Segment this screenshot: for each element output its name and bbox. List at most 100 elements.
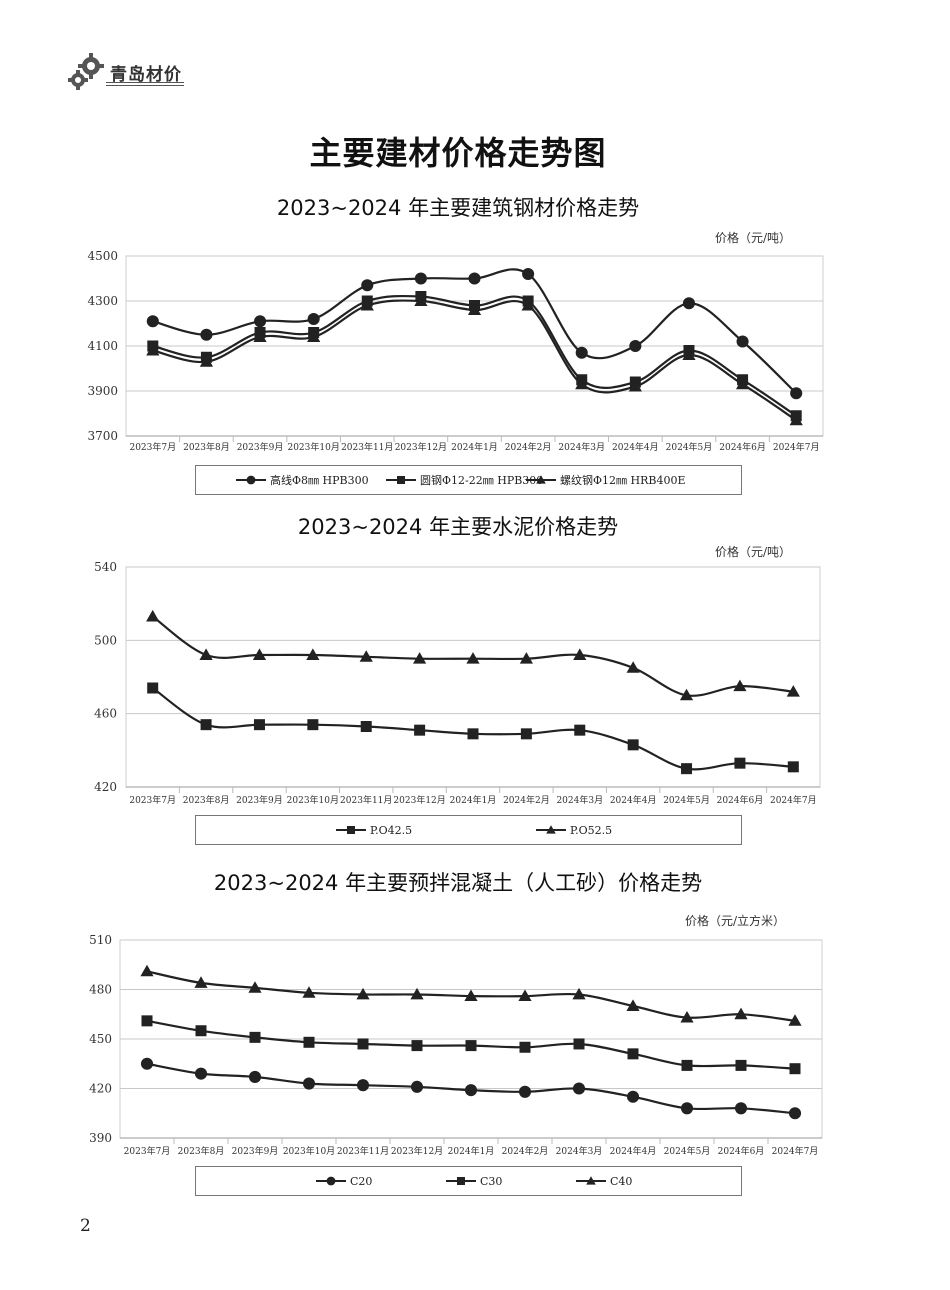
data-point: [573, 1038, 585, 1050]
data-point: [519, 1041, 531, 1053]
data-point: [357, 1038, 369, 1050]
y-tick-label: 460: [94, 707, 117, 721]
header-rule: [106, 85, 184, 86]
data-point: [200, 328, 213, 341]
x-tick-label: 2023年9月: [232, 1145, 279, 1157]
data-point: [199, 355, 214, 367]
y-tick-label: 3900: [87, 384, 118, 398]
series-line-螺纹钢Φ12㎜ HRB400E: [152, 299, 797, 422]
data-point: [735, 377, 750, 390]
x-tick-label: 2024年7月: [773, 441, 820, 453]
y-tick-label: 540: [94, 560, 117, 574]
legend-label: P.O42.5: [370, 824, 412, 837]
data-point: [252, 648, 267, 660]
chart-legend-steel: 高线Φ8㎜ HPB300 圆钢Φ12-22㎜ HPB300 螺纹钢Φ12㎜ HRB4…: [195, 465, 742, 495]
y-tick-label: 4300: [87, 294, 118, 308]
data-point: [680, 1010, 694, 1023]
legend-marker: [326, 1176, 336, 1186]
x-tick-label: 2024年4月: [612, 441, 659, 453]
data-point: [682, 348, 696, 360]
legend-marker: [536, 475, 546, 484]
x-tick-label: 2024年4月: [610, 1145, 657, 1157]
data-point: [679, 688, 694, 701]
legend-label: 螺纹钢Φ12㎜ HRB400E: [560, 473, 686, 487]
x-tick-label: 2023年9月: [236, 794, 283, 806]
data-point: [788, 1014, 802, 1026]
data-point: [414, 294, 428, 306]
data-point: [575, 377, 589, 390]
data-point: [734, 1007, 748, 1020]
x-tick-label: 2024年1月: [448, 1145, 495, 1157]
data-point: [572, 1082, 586, 1095]
data-point: [466, 652, 480, 664]
header: 青岛材价: [66, 52, 186, 92]
data-point: [307, 719, 319, 731]
y-tick-label: 450: [89, 1032, 112, 1046]
x-tick-label: 2023年8月: [178, 1145, 225, 1157]
chart-title-concrete: 2023~2024 年主要预拌混凝土（人工砂）价格走势: [213, 871, 703, 895]
header-rule: [106, 82, 184, 83]
chart-steel: 3700 3900 4100 4300 4500 2023年7月 2023年8月 2023年9…: [87, 249, 824, 453]
data-point: [360, 298, 374, 311]
data-point: [733, 679, 747, 692]
legend-label: 圆钢Φ12-22㎜ HPB300: [420, 474, 543, 487]
legend-label: C20: [350, 1175, 372, 1188]
data-point: [518, 1085, 532, 1098]
x-tick-label: 2023年7月: [124, 1145, 171, 1157]
x-tick-label: 2024年2月: [503, 794, 550, 806]
data-point: [789, 413, 803, 426]
x-tick-label: 2023年10月: [287, 441, 339, 453]
x-tick-label: 2023年10月: [283, 1145, 335, 1157]
chart-unit-concrete: 价格（元/立方米）: [685, 914, 786, 928]
data-point: [465, 1040, 477, 1052]
plot-area: [125, 566, 821, 788]
data-point: [194, 976, 208, 988]
x-tick-label: 2023年8月: [183, 441, 230, 453]
chart-title-cement: 2023~2024 年主要水泥价格走势: [297, 515, 619, 539]
data-point: [253, 330, 267, 342]
data-point: [467, 303, 482, 315]
gear-icon: [68, 53, 104, 90]
data-point: [626, 661, 640, 673]
data-point: [681, 763, 693, 775]
legend-label: C40: [610, 1175, 632, 1188]
page-title: 主要建材价格走势图: [309, 134, 607, 172]
data-point: [788, 1107, 802, 1120]
y-tick-label: 390: [89, 1131, 112, 1145]
data-point: [253, 719, 265, 731]
data-point: [519, 652, 533, 664]
x-tick-label: 2023年12月: [393, 794, 445, 806]
data-point: [140, 964, 154, 977]
data-point: [627, 739, 639, 751]
legend-marker: [397, 476, 405, 484]
chart-concrete: 390 420 450 480 510 2023年7月 2023年8月 2023年9月 2023…: [89, 933, 823, 1157]
x-tick-label: 2024年5月: [666, 441, 713, 453]
x-tick-label: 2023年7月: [129, 794, 176, 806]
x-tick-label: 2023年11月: [341, 441, 393, 453]
data-point: [468, 272, 481, 285]
y-tick-label: 500: [94, 633, 117, 647]
legend-marker: [246, 475, 256, 485]
data-point: [194, 1067, 208, 1080]
data-point: [248, 981, 262, 993]
legend-marker: [347, 826, 355, 834]
data-point: [307, 330, 321, 342]
x-tick-label: 2024年7月: [772, 1145, 819, 1157]
legend-label: P.O52.5: [570, 824, 612, 837]
x-tick-label: 2023年7月: [129, 441, 176, 453]
data-point: [414, 724, 426, 736]
y-tick-label: 4500: [87, 249, 118, 263]
y-tick-label: 480: [89, 983, 112, 997]
data-point: [359, 650, 373, 662]
data-point: [627, 1048, 639, 1060]
data-point: [146, 609, 160, 622]
data-point: [248, 1070, 262, 1083]
data-point: [629, 339, 642, 353]
data-point: [141, 1015, 153, 1027]
x-tick-label: 2024年6月: [717, 794, 764, 806]
data-point: [361, 279, 374, 292]
chart-legend-concrete: C20 C30 C40: [195, 1166, 742, 1196]
data-point: [464, 989, 478, 1002]
x-tick-label: 2024年2月: [505, 441, 552, 453]
legend-marker: [546, 825, 556, 834]
